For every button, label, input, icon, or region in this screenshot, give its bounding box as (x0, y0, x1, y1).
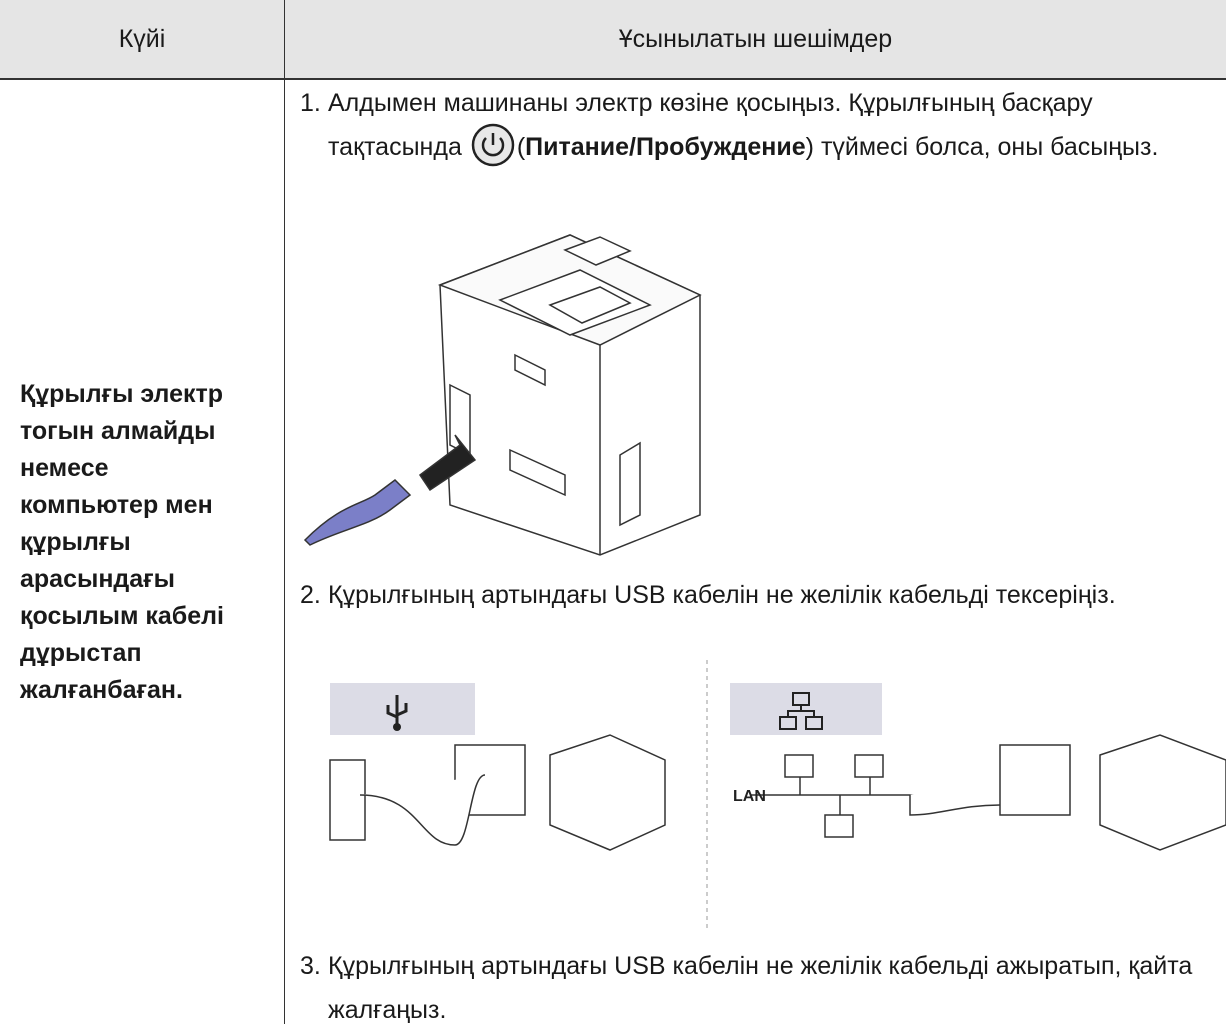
header-state: Күйі (118, 25, 166, 53)
state-line: Құрылғы электр (20, 380, 224, 408)
connection-figures: LAN (329, 660, 1226, 930)
state-line: компьютер мен (20, 491, 213, 519)
step-number: 1. (300, 89, 321, 117)
step: 2. Құрылғының артындағы USB кабелін не ж… (300, 573, 1215, 617)
state-line: немесе (20, 454, 109, 482)
step: 1. Алдымен машинаны электр көзіне қосыңы… (300, 81, 1215, 169)
lan-label: LAN (733, 788, 766, 805)
state-line: тогын алмайды (20, 417, 216, 445)
column-divider (284, 0, 285, 1024)
state-line: қосылым кабелі (20, 602, 224, 630)
printer-illustration (303, 234, 702, 556)
state-line: құрылғы (20, 528, 131, 556)
step-text: түймесі болса, оны басыңыз. (820, 133, 1159, 161)
state-line: дұрыстап (20, 639, 142, 667)
power-icon (471, 124, 515, 167)
state-line: арасындағы (20, 565, 175, 593)
paren: ) (805, 133, 814, 161)
step-number: 3. (300, 952, 321, 980)
step-text: Құрылғының артындағы USB кабелін не желі… (328, 581, 1116, 609)
paren: ( (516, 133, 526, 161)
header-solutions: Ұсынылатын шешімдер (618, 25, 893, 53)
step-text: Құрылғының артындағы USB кабелін не желі… (328, 952, 1193, 1024)
table-header: Күйі Ұсынылатын шешімдер (0, 0, 1226, 80)
state-line: жалғанбаған. (20, 676, 183, 704)
step-text: Алдымен машинаны электр көзіне қосыңыз. … (328, 89, 1093, 161)
state-cell: Құрылғы электр тогын алмайды немесе компьют… (20, 376, 270, 709)
step: 3. Құрылғының артындағы USB кабелін не ж… (300, 944, 1215, 1032)
step-number: 2. (300, 581, 321, 609)
button-name: Питание/Пробуждение (525, 133, 806, 161)
